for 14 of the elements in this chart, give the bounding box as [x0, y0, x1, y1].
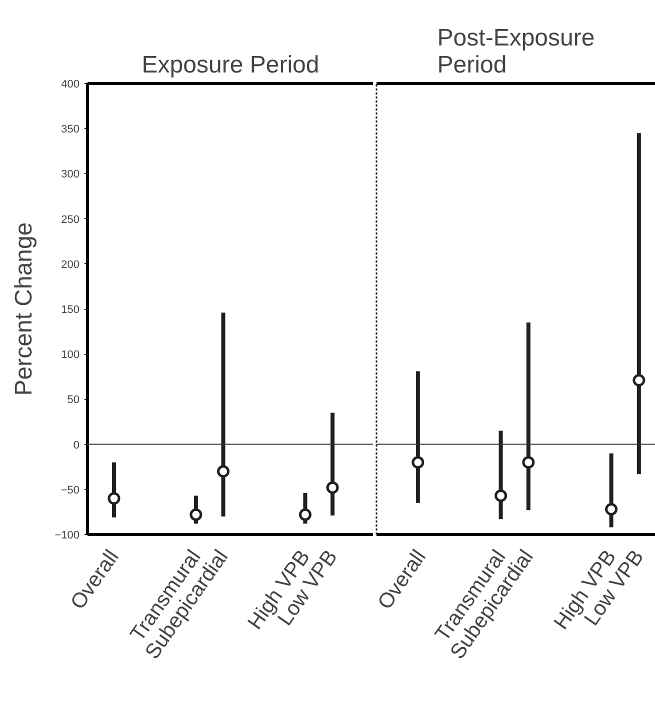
- y-tick-label: 0: [73, 439, 80, 452]
- y-tick-label: 300: [61, 168, 80, 181]
- y-axis-title: Percent Change: [10, 222, 38, 396]
- y-tick-label: 250: [61, 214, 80, 226]
- y-tick-label: 100: [61, 349, 80, 362]
- y-tick-label: −100: [54, 530, 80, 542]
- y-tick-label: −50: [60, 484, 80, 496]
- y-tick-label: 150: [61, 304, 80, 316]
- y-tick-label: 50: [67, 394, 80, 406]
- chart-title: Post-Exposure Period: [437, 24, 595, 78]
- y-tick-label: 200: [61, 258, 80, 271]
- y-tick-label: 350: [61, 124, 80, 136]
- chart-title: Exposure Period: [142, 52, 320, 78]
- y-tick-label: 400: [61, 78, 80, 90]
